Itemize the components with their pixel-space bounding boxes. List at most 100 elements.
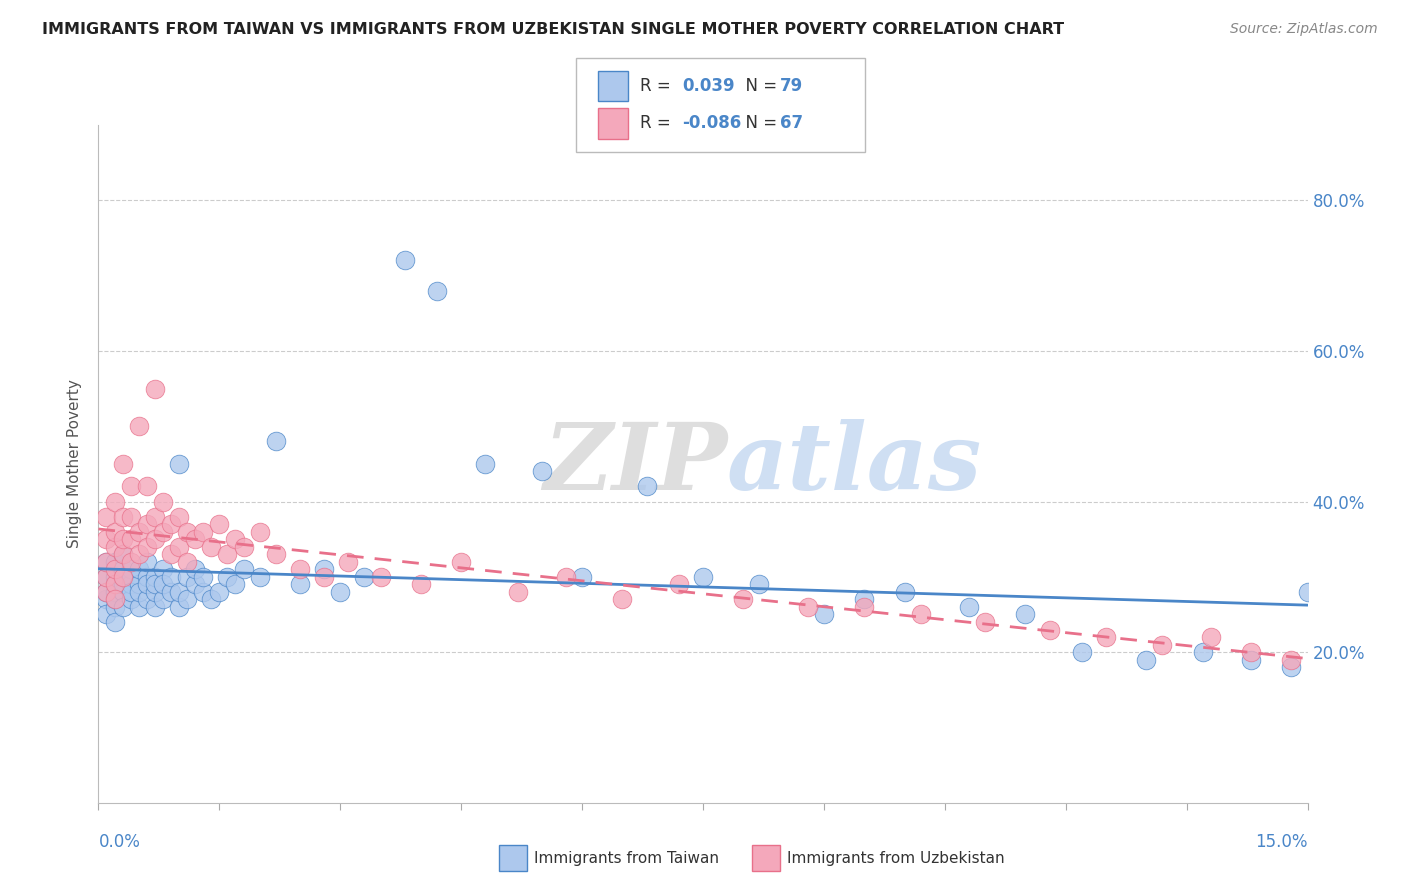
Point — [143, 577, 166, 591]
Point — [120, 592, 142, 607]
Point — [506, 585, 529, 599]
Point — [224, 577, 246, 591]
Point — [103, 570, 125, 584]
Text: 0.0%: 0.0% — [98, 833, 141, 851]
Point — [111, 532, 134, 546]
Point — [103, 540, 125, 554]
Point — [288, 562, 311, 576]
Point — [120, 555, 142, 569]
Point — [96, 607, 118, 622]
Point — [103, 615, 125, 629]
Point — [103, 555, 125, 569]
Point — [96, 532, 118, 546]
Point — [152, 592, 174, 607]
Point — [160, 570, 183, 584]
Point — [135, 540, 157, 554]
Point — [160, 585, 183, 599]
Point — [426, 284, 449, 298]
Text: Source: ZipAtlas.com: Source: ZipAtlas.com — [1230, 22, 1378, 37]
Point — [143, 599, 166, 614]
Point — [200, 592, 222, 607]
Point — [120, 570, 142, 584]
Point — [96, 555, 118, 569]
Point — [120, 585, 142, 599]
Text: Immigrants from Taiwan: Immigrants from Taiwan — [534, 851, 720, 865]
Point — [103, 592, 125, 607]
Point — [184, 532, 207, 546]
Point — [813, 607, 835, 622]
Point — [249, 570, 271, 584]
Point — [143, 532, 166, 546]
Text: 79: 79 — [780, 78, 804, 95]
Point — [152, 494, 174, 508]
Point — [111, 577, 134, 591]
Point — [135, 592, 157, 607]
Point — [135, 570, 157, 584]
Point — [1135, 653, 1157, 667]
Point — [1070, 645, 1092, 659]
Point — [111, 562, 134, 576]
Point — [314, 562, 336, 576]
Point — [1199, 630, 1222, 644]
Point — [1240, 653, 1263, 667]
Point — [120, 577, 142, 591]
Text: N =: N = — [735, 114, 783, 132]
Point — [1095, 630, 1118, 644]
Point — [193, 585, 215, 599]
Point — [128, 547, 150, 561]
Point — [96, 585, 118, 599]
Point — [409, 577, 432, 591]
Point — [143, 382, 166, 396]
Point — [353, 570, 375, 584]
Point — [176, 524, 198, 539]
Point — [111, 585, 134, 599]
Point — [128, 599, 150, 614]
Point — [143, 585, 166, 599]
Point — [748, 577, 770, 591]
Point — [143, 509, 166, 524]
Point — [797, 599, 820, 614]
Point — [1039, 623, 1062, 637]
Y-axis label: Single Mother Poverty: Single Mother Poverty — [67, 379, 83, 549]
Point — [128, 524, 150, 539]
Point — [370, 570, 392, 584]
Point — [103, 524, 125, 539]
Point — [232, 540, 254, 554]
Point — [111, 547, 134, 561]
Point — [1296, 585, 1319, 599]
Point — [152, 577, 174, 591]
Point — [167, 599, 190, 614]
Point — [974, 615, 997, 629]
Point — [96, 570, 118, 584]
Point — [910, 607, 932, 622]
Point — [288, 577, 311, 591]
Text: 67: 67 — [780, 114, 803, 132]
Point — [103, 494, 125, 508]
Point — [264, 547, 287, 561]
Point — [314, 570, 336, 584]
Point — [120, 532, 142, 546]
Text: IMMIGRANTS FROM TAIWAN VS IMMIGRANTS FROM UZBEKISTAN SINGLE MOTHER POVERTY CORRE: IMMIGRANTS FROM TAIWAN VS IMMIGRANTS FRO… — [42, 22, 1064, 37]
Text: R =: R = — [640, 78, 676, 95]
Point — [176, 592, 198, 607]
Point — [668, 577, 690, 591]
Point — [96, 509, 118, 524]
Point — [160, 517, 183, 532]
Point — [555, 570, 578, 584]
Point — [1281, 653, 1303, 667]
Point — [224, 532, 246, 546]
Point — [264, 434, 287, 449]
Point — [111, 509, 134, 524]
Text: atlas: atlas — [727, 419, 983, 508]
Point — [636, 479, 658, 493]
Point — [167, 457, 190, 471]
Point — [135, 577, 157, 591]
Point — [120, 479, 142, 493]
Point — [217, 570, 239, 584]
Text: -0.086: -0.086 — [682, 114, 741, 132]
Point — [200, 540, 222, 554]
Point — [111, 570, 134, 584]
Point — [152, 562, 174, 576]
Point — [733, 592, 755, 607]
Point — [474, 457, 496, 471]
